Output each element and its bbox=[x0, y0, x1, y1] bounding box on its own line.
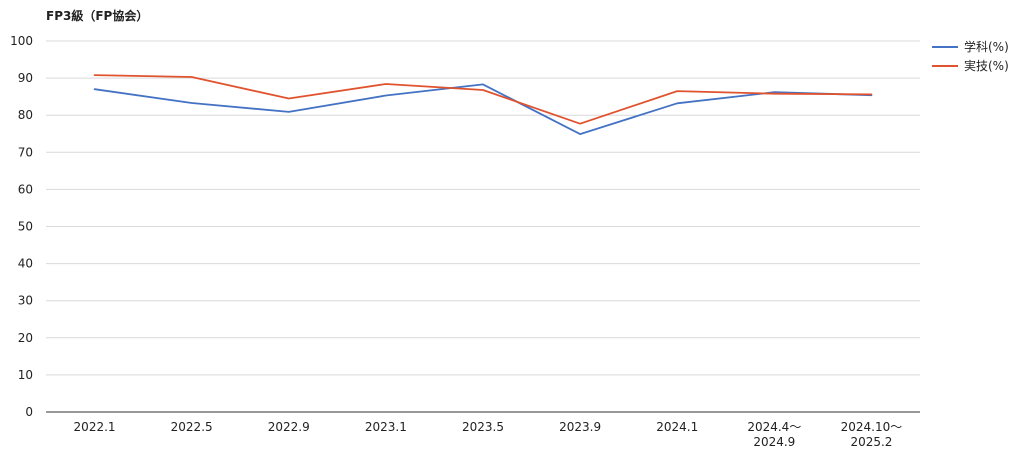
x-tick-label: 2024.4〜 2024.9 bbox=[747, 420, 801, 449]
x-tick-label: 2024.1 bbox=[656, 420, 698, 434]
y-axis: 0 10 20 30 40 50 60 70 80 90 100 bbox=[10, 34, 33, 419]
y-tick-label: 70 bbox=[18, 145, 33, 159]
x-tick-label: 2024.10〜 2025.2 bbox=[841, 420, 903, 449]
legend: 学科(%) 実技(%) bbox=[932, 39, 1009, 73]
chart-title: FP3級（FP協会） bbox=[46, 8, 148, 23]
y-tick-label: 40 bbox=[18, 257, 33, 271]
y-tick-label: 0 bbox=[25, 405, 33, 419]
x-tick-label: 2022.1 bbox=[74, 420, 116, 434]
y-tick-label: 80 bbox=[18, 108, 33, 122]
x-tick-label: 2023.1 bbox=[365, 420, 407, 434]
series-line-1 bbox=[93, 83, 873, 136]
x-axis: 2022.1 2022.5 2022.9 2023.1 2023.5 2023.9 2024… bbox=[46, 411, 920, 449]
series-lines bbox=[93, 74, 873, 136]
x-tick-label: 2022.5 bbox=[171, 420, 213, 434]
y-tick-label: 60 bbox=[18, 182, 33, 196]
gridlines bbox=[46, 40, 920, 376]
legend-label: 実技(%) bbox=[964, 58, 1009, 73]
y-tick-label: 20 bbox=[18, 331, 33, 345]
y-tick-label: 50 bbox=[18, 220, 33, 234]
x-tick-label: 2023.5 bbox=[462, 420, 504, 434]
y-tick-label: 90 bbox=[18, 71, 33, 85]
x-tick-label: 2022.9 bbox=[268, 420, 310, 434]
legend-label: 学科(%) bbox=[964, 39, 1009, 54]
y-tick-label: 10 bbox=[18, 368, 33, 382]
x-tick-label: 2023.9 bbox=[559, 420, 601, 434]
y-tick-label: 30 bbox=[18, 294, 33, 308]
series-line-2 bbox=[93, 74, 873, 125]
y-tick-label: 100 bbox=[10, 34, 33, 48]
